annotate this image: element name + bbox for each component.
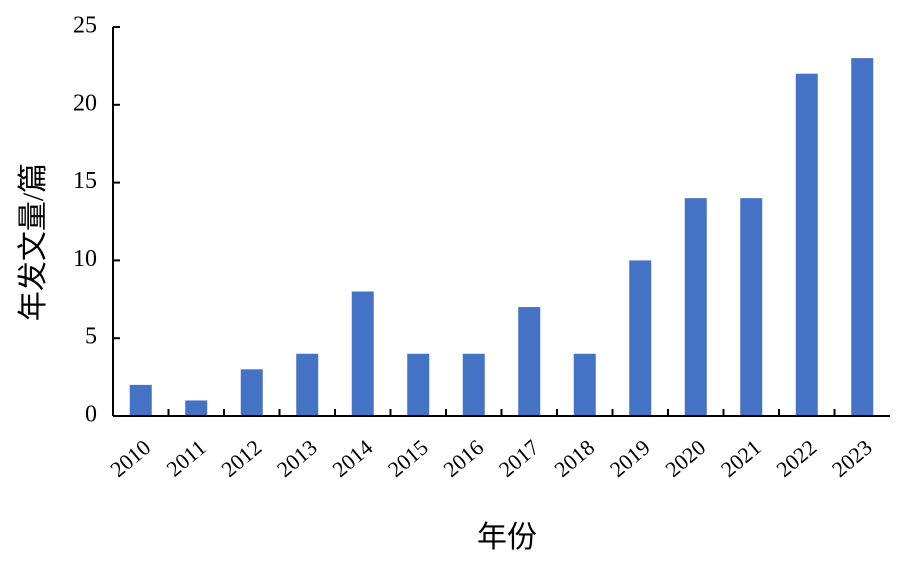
y-tick-label: 15 [73, 168, 97, 194]
y-axis-title: 年发文量/篇 [17, 163, 50, 321]
bar [351, 291, 374, 416]
bar [851, 58, 874, 417]
x-tick-label: 2022 [771, 435, 821, 482]
bar [684, 198, 707, 416]
bar [240, 369, 263, 416]
x-tick-label: 2013 [272, 435, 322, 482]
x-tick-label: 2011 [162, 435, 211, 482]
x-tick-label: 2021 [716, 435, 766, 482]
bar [629, 260, 652, 416]
bar [407, 353, 430, 416]
bar [740, 198, 763, 416]
x-tick-label: 2010 [105, 435, 155, 482]
x-tick-label: 2014 [327, 435, 377, 482]
bar [573, 353, 596, 416]
bar [795, 73, 818, 417]
x-tick-label: 2015 [383, 435, 433, 482]
x-tick-label: 2012 [216, 435, 266, 482]
bar [296, 353, 319, 416]
x-tick-label: 2023 [827, 435, 877, 482]
y-tick-label: 10 [73, 246, 97, 272]
x-tick-label: 2017 [494, 435, 544, 482]
bar [462, 353, 485, 416]
x-tick-label: 2016 [438, 435, 488, 482]
bar [518, 307, 541, 416]
x-tick-label: 2018 [549, 435, 599, 482]
bar [129, 384, 152, 416]
x-tick-label: 2019 [605, 435, 655, 482]
y-tick-label: 20 [73, 90, 97, 116]
x-axis-title: 年份 [477, 521, 537, 554]
x-tick-label: 2020 [660, 435, 710, 482]
bar [185, 400, 208, 416]
y-tick-label: 0 [85, 402, 97, 428]
y-tick-label: 5 [85, 324, 97, 350]
y-tick-label: 25 [73, 13, 97, 39]
